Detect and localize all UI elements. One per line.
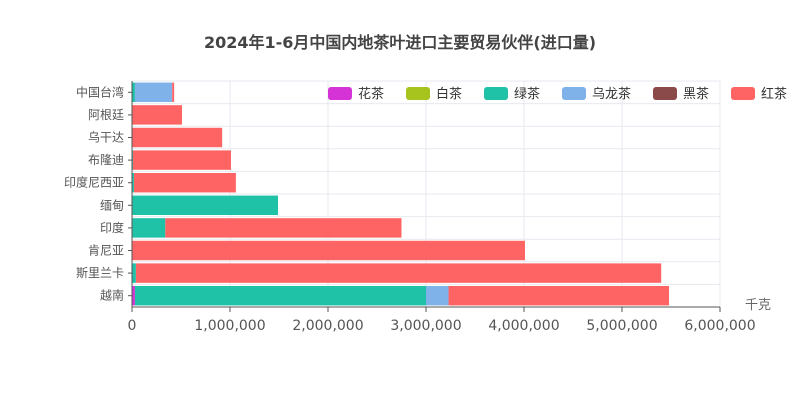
bar-segment[interactable] xyxy=(448,285,670,306)
legend-swatch xyxy=(406,87,430,100)
legend-swatch xyxy=(731,87,755,100)
x-axis-unit-label: 千克 xyxy=(745,298,771,313)
y-tick-label: 越南 xyxy=(100,288,124,303)
x-tick-label: 0 xyxy=(128,318,137,334)
legend-swatch xyxy=(562,87,586,100)
legend-swatch xyxy=(484,87,508,100)
bar-segment[interactable] xyxy=(132,263,136,283)
axis-layer: 越南 斯里兰卡 肯尼亚 印度 缅甸 印度尼西亚 布隆迪 乌干达 阿根廷 中国台湾 0 1,000,00… xyxy=(64,81,756,334)
bar-segment[interactable] xyxy=(134,82,173,103)
bar-segment[interactable] xyxy=(132,285,135,306)
y-tick-label: 阿根廷 xyxy=(88,108,124,122)
bar-segment[interactable] xyxy=(165,218,402,238)
bar-segment[interactable] xyxy=(132,127,223,148)
legend-item[interactable]: 花茶 xyxy=(328,86,384,102)
y-tick-label: 斯里兰卡 xyxy=(76,266,124,280)
bar-segment[interactable] xyxy=(132,218,166,238)
legend-item[interactable]: 绿茶 xyxy=(484,86,540,102)
y-tick-label: 缅甸 xyxy=(100,198,124,212)
x-tick-label: 1,000,000 xyxy=(194,318,265,334)
bar-segment[interactable] xyxy=(426,285,449,306)
chart-title: 2024年1-6月中国内地茶叶进口主要贸易伙伴(进口量) xyxy=(204,33,596,52)
bar-segment[interactable] xyxy=(132,105,182,125)
y-tick-label: 中国台湾 xyxy=(76,84,124,99)
legend-swatch xyxy=(328,87,352,100)
legend-label: 黑茶 xyxy=(683,86,709,102)
legend-label: 乌龙茶 xyxy=(592,86,631,102)
legend-label: 红茶 xyxy=(761,86,787,102)
bar-segment[interactable] xyxy=(132,150,231,170)
bar-layer xyxy=(132,82,670,306)
y-tick-label: 印度尼西亚 xyxy=(64,175,124,190)
legend[interactable]: 花茶 白茶 绿茶 乌龙茶 黑茶 红茶 xyxy=(328,86,787,102)
y-tick-label: 乌干达 xyxy=(88,130,124,145)
x-tick-label: 2,000,000 xyxy=(292,318,363,334)
legend-item[interactable]: 黑茶 xyxy=(653,86,709,102)
y-tick-label: 肯尼亚 xyxy=(88,244,124,258)
x-tick-label: 5,000,000 xyxy=(586,318,657,334)
legend-swatch xyxy=(653,87,677,100)
bar-segment[interactable] xyxy=(134,285,426,306)
x-tick-label: 4,000,000 xyxy=(488,318,559,334)
y-tick-label: 布隆迪 xyxy=(88,152,124,167)
bar-segment[interactable] xyxy=(133,172,236,193)
legend-label: 白茶 xyxy=(436,86,462,102)
bar-segment[interactable] xyxy=(132,240,525,261)
legend-item[interactable]: 乌龙茶 xyxy=(562,86,631,102)
legend-item[interactable]: 白茶 xyxy=(406,86,462,102)
bar-segment[interactable] xyxy=(172,82,175,103)
legend-item[interactable]: 红茶 xyxy=(731,86,787,102)
bar-segment[interactable] xyxy=(132,82,135,103)
legend-label: 绿茶 xyxy=(514,86,540,102)
legend-label: 花茶 xyxy=(358,86,384,102)
y-tick-label: 印度 xyxy=(100,220,124,235)
x-tick-label: 6,000,000 xyxy=(684,318,755,334)
x-tick-label: 3,000,000 xyxy=(390,318,461,334)
bar-segment[interactable] xyxy=(135,263,662,283)
bar-segment[interactable] xyxy=(132,195,279,216)
bar-segment[interactable] xyxy=(132,172,134,193)
